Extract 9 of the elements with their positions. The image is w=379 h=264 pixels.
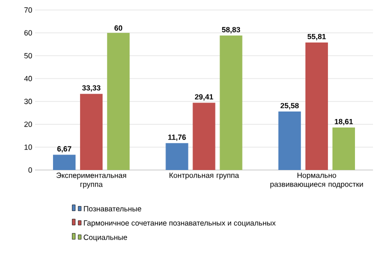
bar [305,42,328,170]
bar [332,127,355,170]
bar [53,154,76,170]
bar [278,112,301,170]
bar [80,94,103,170]
bar [166,143,188,170]
bar [192,102,216,170]
bar [220,36,242,170]
bar [107,32,130,170]
